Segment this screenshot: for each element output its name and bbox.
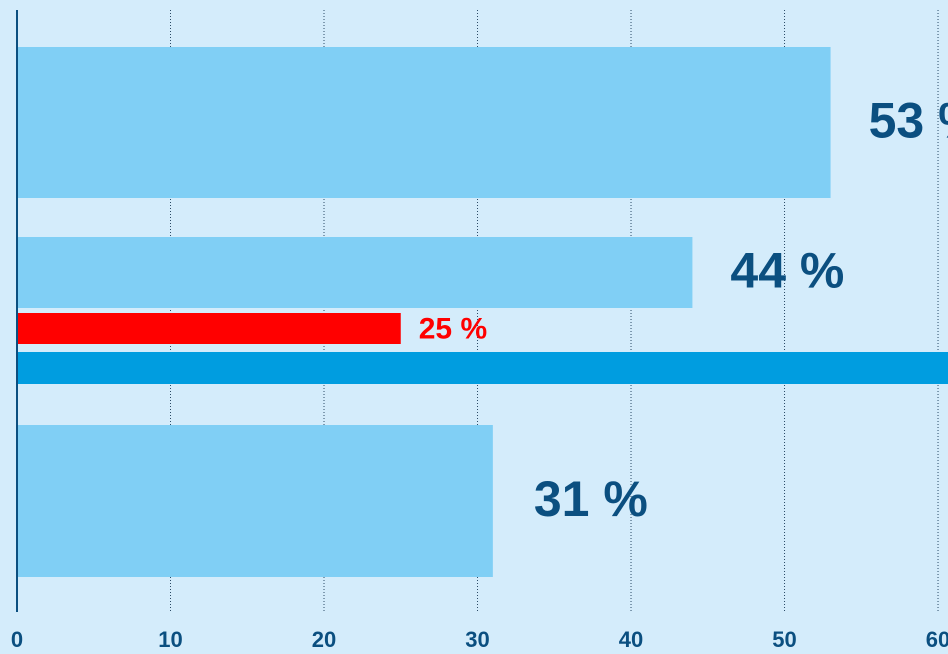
x-tick-label: 50 — [772, 627, 796, 652]
x-tick-label: 30 — [465, 627, 489, 652]
bar — [17, 425, 493, 577]
x-tick-label: 40 — [619, 627, 643, 652]
data-label: 53 % — [869, 93, 948, 149]
data-label: 25 % — [419, 312, 487, 345]
x-tick-label: 0 — [11, 627, 23, 652]
bar — [17, 237, 693, 308]
x-tick-label: 10 — [158, 627, 182, 652]
data-label: 44 % — [730, 243, 844, 299]
x-tick-label: 60 — [926, 627, 948, 652]
x-tick-label: 20 — [312, 627, 336, 652]
bar — [17, 352, 948, 384]
bar — [17, 313, 401, 344]
data-label: 31 % — [534, 471, 648, 527]
bar — [17, 47, 831, 198]
